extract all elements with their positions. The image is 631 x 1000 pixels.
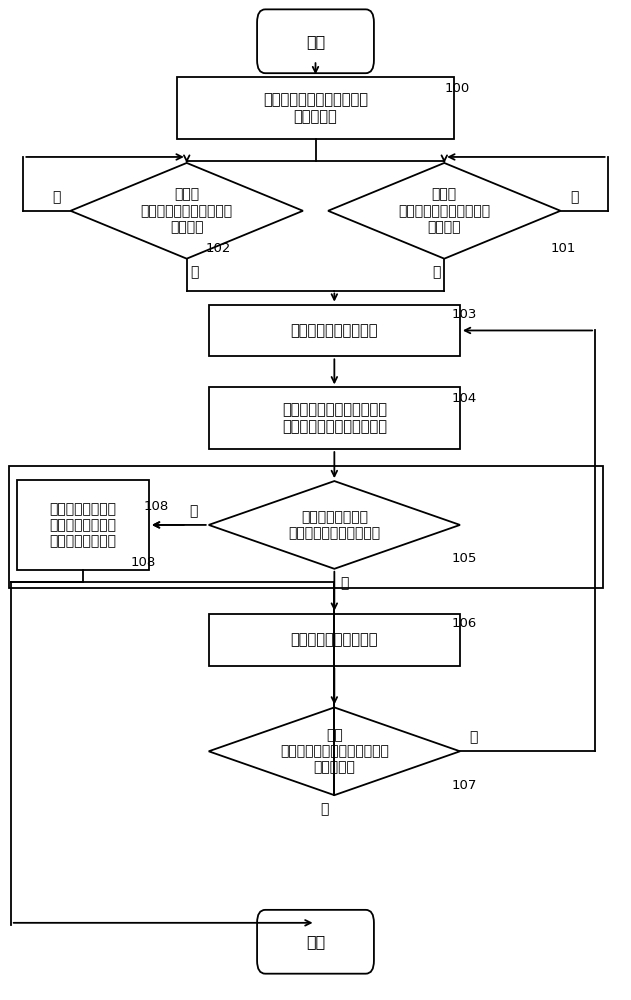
FancyBboxPatch shape	[257, 9, 374, 73]
Bar	[9, 466, 603, 588]
Text: 103: 103	[452, 308, 477, 321]
Text: 否: 否	[52, 190, 61, 204]
Text: 是: 是	[432, 266, 440, 280]
Text: 101: 101	[551, 242, 576, 255]
Text: 100: 100	[444, 82, 469, 95]
Text: 否: 否	[469, 730, 478, 744]
Text: 判断所述偏差是否
满足预设的偏差允许范围: 判断所述偏差是否 满足预设的偏差允许范围	[288, 510, 380, 540]
Text: 108: 108	[130, 556, 155, 569]
Bar	[209, 614, 460, 666]
Text: 判断是
否为表征工频控制方式的
表征信号: 判断是 否为表征工频控制方式的 表征信号	[141, 188, 233, 234]
Text: 107: 107	[452, 779, 477, 792]
Text: 读取表征炉膛负压控制方式
的表征信号: 读取表征炉膛负压控制方式 的表征信号	[263, 92, 368, 124]
Bar	[177, 77, 454, 139]
Polygon shape	[328, 163, 560, 259]
Text: 计算所述测量值与给定的炉
膛负压的期望值之间的偏差: 计算所述测量值与给定的炉 膛负压的期望值之间的偏差	[282, 402, 387, 434]
Text: 104: 104	[452, 392, 477, 405]
Text: 调整引风机电机的转速: 调整引风机电机的转速	[291, 632, 378, 647]
Bar	[209, 387, 460, 449]
Polygon shape	[71, 163, 303, 259]
Text: 结束: 结束	[306, 934, 325, 949]
Text: 获取炉膛负压的测量值: 获取炉膛负压的测量值	[291, 323, 378, 338]
FancyBboxPatch shape	[257, 910, 374, 974]
Text: 是: 是	[189, 504, 198, 518]
Text: 开始: 开始	[306, 34, 325, 49]
Text: 判断是
否为表征变频控制方式的
表征信号: 判断是 否为表征变频控制方式的 表征信号	[398, 188, 490, 234]
Polygon shape	[209, 707, 460, 795]
Text: 105: 105	[452, 552, 477, 565]
Text: 否: 否	[340, 576, 348, 590]
Text: 否: 否	[570, 190, 579, 204]
Text: 是: 是	[191, 266, 199, 280]
Bar	[209, 305, 460, 356]
Text: 106: 106	[452, 617, 477, 630]
Text: 根据给定的炉膛负
压的期望值，调整
引风机挡板的开度: 根据给定的炉膛负 压的期望值，调整 引风机挡板的开度	[50, 502, 117, 548]
Text: 108: 108	[144, 500, 169, 513]
Text: 是: 是	[320, 802, 329, 816]
Text: 判断
所述引风机电机的转速是否达
到预期转速: 判断 所述引风机电机的转速是否达 到预期转速	[280, 728, 389, 774]
Text: 102: 102	[206, 242, 231, 255]
Bar	[17, 480, 149, 570]
Polygon shape	[209, 481, 460, 569]
